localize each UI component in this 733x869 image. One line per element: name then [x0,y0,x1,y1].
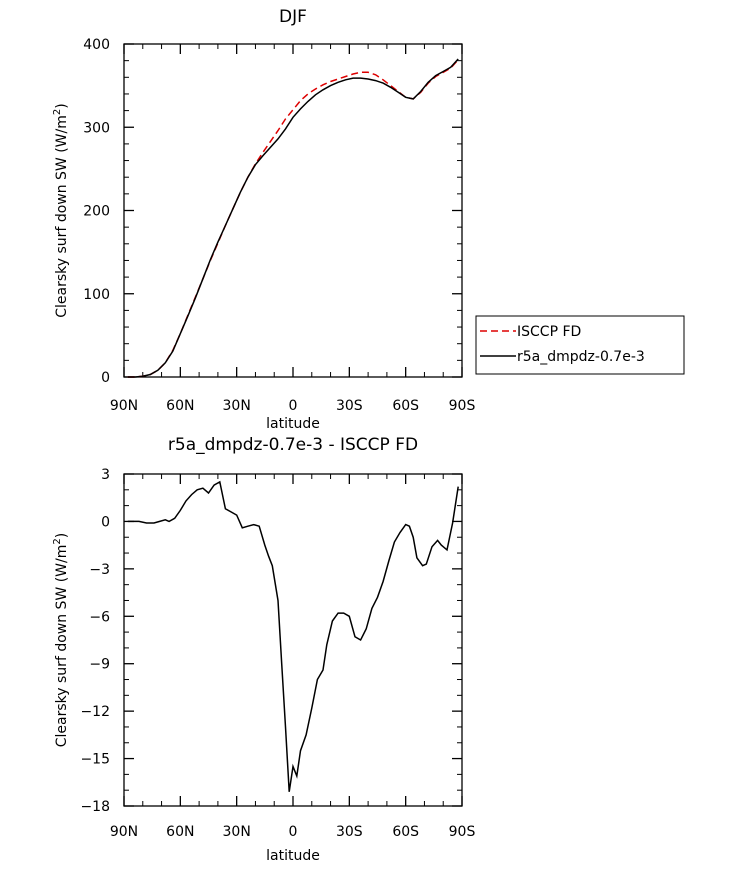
y-tick-label: 400 [83,37,110,53]
y-tick-label: −18 [80,799,110,815]
series-line-1 [127,59,459,378]
y-tick-label: 3 [101,467,110,483]
x-tick-label: 60N [166,824,194,840]
x-tick-label: 90N [110,824,138,840]
y-tick-label: −12 [80,704,110,720]
legend-label-1: ISCCP FD [517,324,581,340]
y-tick-label: 200 [83,204,110,220]
y-tick-label: 300 [83,120,110,136]
x-axis-label: latitude [266,416,320,432]
y-tick-label: −3 [89,562,110,578]
plot-frame [123,473,463,807]
y-tick-label: 0 [101,370,110,386]
x-tick-label: 30N [223,398,251,414]
y-axis-label: Clearsky surf down SW (W/m2) [52,103,70,317]
x-tick-label: 30N [223,824,251,840]
y-axis-label: Clearsky surf down SW (W/m2) [52,533,70,747]
x-tick-label: 30S [336,398,363,414]
x-tick-label: 90S [449,398,476,414]
x-tick-label: 60S [392,824,419,840]
legend-label-2: r5a_dmpdz-0.7e-3 [517,349,645,365]
legend-box [475,315,685,375]
plot-frame [123,43,463,378]
x-tick-label: 30S [336,824,363,840]
x-tick-label: 0 [289,824,298,840]
y-tick-label: −15 [80,752,110,768]
chart-1: DJF 90N 60N 30N 0 30S 60S 90S 0 100 200 300 400 latit… [52,7,685,432]
chart-title: DJF [279,7,307,27]
chart-2: r5a_dmpdz-0.7e-3 - ISCCP FD 90N 60N 30N 0 30S… [52,435,475,864]
y-tick-label: 100 [83,287,110,303]
series-line-1 [127,480,459,792]
legend: ISCCP FD r5a_dmpdz-0.7e-3 [475,315,685,375]
x-tick-label: 0 [289,398,298,414]
series-line-2 [127,58,459,378]
x-tick-label: 90N [110,398,138,414]
x-axis-label: latitude [266,848,320,864]
x-tick-label: 60S [392,398,419,414]
y-tick-label: −6 [89,609,110,625]
x-tick-label: 90S [449,824,476,840]
x-tick-label: 60N [166,398,194,414]
y-tick-label: 0 [101,514,110,530]
chart-title: r5a_dmpdz-0.7e-3 - ISCCP FD [168,435,418,455]
y-tick-label: −9 [89,657,110,673]
